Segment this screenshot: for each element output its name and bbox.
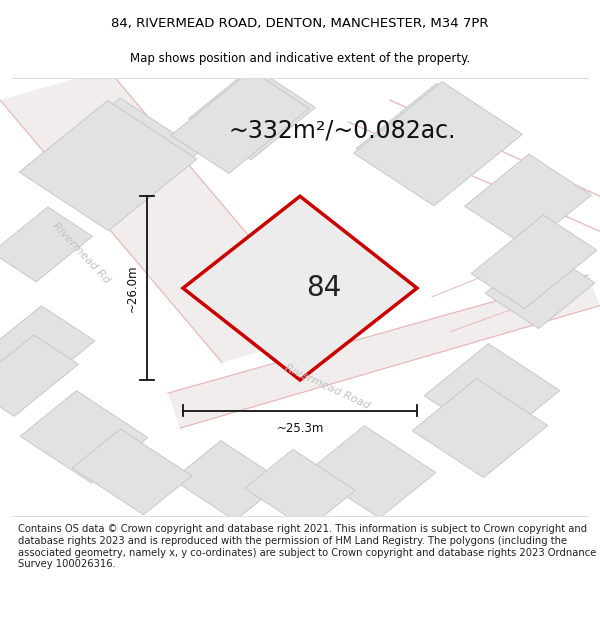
Text: 84, RIVERMEAD ROAD, DENTON, MANCHESTER, M34 7PR: 84, RIVERMEAD ROAD, DENTON, MANCHESTER, … [111, 17, 489, 30]
Polygon shape [245, 449, 355, 529]
Polygon shape [0, 207, 92, 282]
Text: Rivermead Road: Rivermead Road [283, 362, 371, 411]
Polygon shape [412, 379, 548, 478]
Polygon shape [168, 275, 600, 428]
Polygon shape [485, 248, 595, 329]
Polygon shape [20, 391, 148, 483]
Text: ~25.3m: ~25.3m [277, 422, 323, 434]
Text: 84: 84 [307, 274, 341, 302]
Polygon shape [183, 196, 417, 380]
Polygon shape [356, 84, 508, 195]
Text: ~26.0m: ~26.0m [125, 264, 139, 312]
Polygon shape [354, 82, 522, 206]
Polygon shape [471, 215, 597, 309]
Text: Rivermead Rd: Rivermead Rd [50, 221, 112, 286]
Polygon shape [308, 426, 436, 518]
Text: Map shows position and indicative extent of the property.: Map shows position and indicative extent… [130, 52, 470, 65]
Polygon shape [188, 67, 316, 159]
Polygon shape [234, 240, 366, 336]
Polygon shape [40, 98, 200, 216]
Text: Contains OS data © Crown copyright and database right 2021. This information is : Contains OS data © Crown copyright and d… [18, 524, 596, 569]
Polygon shape [0, 335, 79, 416]
Polygon shape [424, 344, 560, 442]
Polygon shape [464, 154, 592, 247]
Polygon shape [173, 441, 283, 521]
Text: ~332m²/~0.082ac.: ~332m²/~0.082ac. [228, 119, 456, 142]
Polygon shape [0, 69, 330, 362]
Polygon shape [19, 101, 197, 231]
Polygon shape [72, 429, 192, 515]
Polygon shape [171, 71, 309, 173]
Polygon shape [0, 306, 95, 393]
